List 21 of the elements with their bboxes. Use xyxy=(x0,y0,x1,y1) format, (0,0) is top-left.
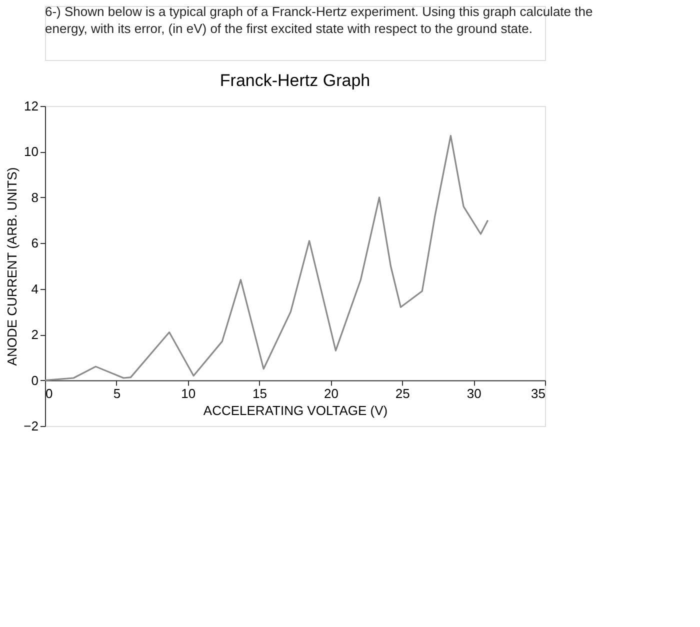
x-tick-label: 15 xyxy=(252,386,268,401)
x-tick-label: 20 xyxy=(324,386,338,401)
line-series xyxy=(44,134,489,382)
x-tick-label: 0 xyxy=(46,386,53,401)
y-tick-label: 12 xyxy=(24,98,38,114)
x-axis-title: ACCELERATING VOLTAGE (V) xyxy=(203,402,388,418)
y-tick-label: 4 xyxy=(31,281,38,296)
y-tick-label: 2 xyxy=(31,327,38,342)
x-tick-label: 30 xyxy=(466,386,482,401)
x-tick-label: 5 xyxy=(113,386,121,401)
text: 6-) Shown below is a typical graph of a Franck-Hertz experiment. Using this graph calculate the energy, with its error, (in eV) of the first excited state with respect to the ground state. xyxy=(45,4,593,36)
chart-title: Franck-Hertz Graph xyxy=(220,71,370,90)
x-tick-label: 35 xyxy=(531,386,546,401)
y-tick-label: −2 xyxy=(24,418,38,434)
x-tick-label: 10 xyxy=(181,386,196,401)
y-tick-label: 0 xyxy=(31,372,38,388)
y-axis-title: ANODE CURRENT (ARB. UNITS) xyxy=(4,167,20,366)
y-tick-label: 8 xyxy=(31,190,38,205)
x-tick-label: 25 xyxy=(395,386,410,401)
y-tick-label: 10 xyxy=(24,144,38,160)
y-tick-label: 6 xyxy=(31,236,38,251)
